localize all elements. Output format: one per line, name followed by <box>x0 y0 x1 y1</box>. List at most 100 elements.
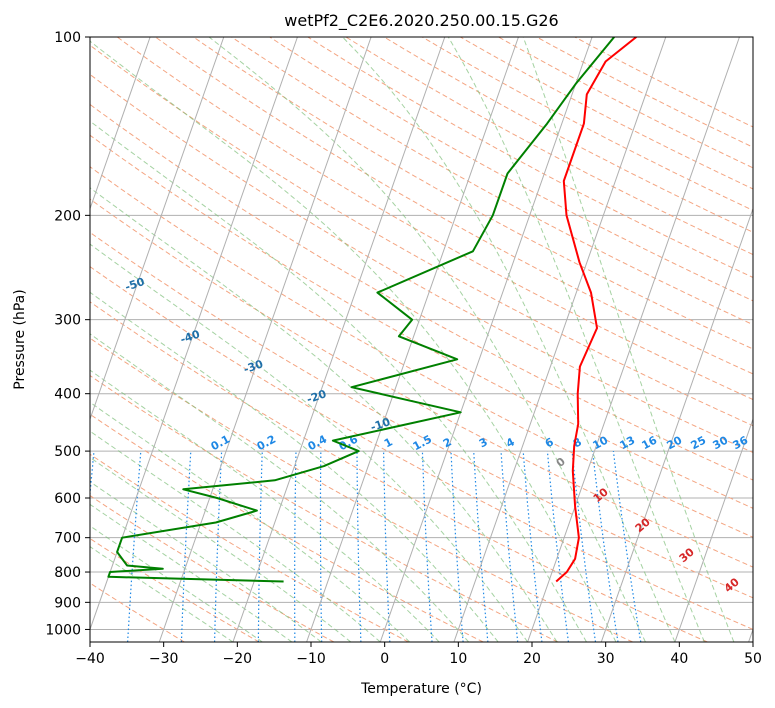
moist-adiabat-line <box>90 369 440 642</box>
dewpoint-profile-line <box>107 37 615 583</box>
dry-adiabat-line <box>90 374 559 642</box>
moist-adiabat-label: 40 <box>722 575 742 595</box>
moist-adiabat-line <box>90 120 587 642</box>
moist-adiabat-line <box>90 291 499 642</box>
mixing-ratio-line <box>612 451 642 642</box>
moist-adiabat-line <box>342 37 676 642</box>
mixing-ratio-label: 16 <box>640 433 660 452</box>
isotherm-line <box>0 37 3 642</box>
moist-adiabat-line <box>90 503 293 642</box>
dry-adiabat-line <box>192 37 753 350</box>
dry-adiabat-line <box>116 37 753 401</box>
mixing-ratio-line <box>356 451 362 642</box>
mixing-ratio-label: 8 <box>571 435 584 450</box>
x-tick-label: −20 <box>223 651 253 667</box>
moist-adiabat-line <box>90 40 617 642</box>
y-axis-label: Pressure (hPa) <box>12 289 28 389</box>
dry-adiabat-line <box>90 198 753 568</box>
isotherm-line <box>600 207 753 642</box>
dry-adiabat-line <box>90 134 753 509</box>
x-tick-label: 20 <box>523 651 541 667</box>
moist-adiabat-line <box>208 37 646 642</box>
isotherm-label: -40 <box>179 327 202 346</box>
isotherm-line <box>527 37 740 642</box>
x-tick-label: −30 <box>149 651 179 667</box>
dry-adiabat-line <box>90 266 753 630</box>
dry-adiabat-line <box>90 453 409 642</box>
moist-adiabat-line <box>90 525 263 642</box>
plot-frame <box>89 36 754 643</box>
moist-adiabat-line <box>90 187 558 642</box>
mixing-ratio-label: 30 <box>711 433 731 452</box>
dry-adiabat-line <box>90 231 753 599</box>
isotherm-label: -50 <box>123 275 146 294</box>
y-tick-label: 800 <box>54 565 81 581</box>
isotherm-label: -20 <box>305 387 328 406</box>
dry-adiabat-line <box>90 413 484 642</box>
isotherm-line <box>379 37 593 642</box>
mixing-ratio-line <box>319 451 323 642</box>
isotherm-line <box>90 37 225 421</box>
x-tick-label: 30 <box>597 651 615 667</box>
dry-adiabat-line <box>90 337 633 642</box>
y-tick-label: 500 <box>54 444 81 460</box>
x-tick-label: 0 <box>380 651 389 667</box>
isotherm-line <box>158 37 372 642</box>
dry-adiabat-line <box>573 37 753 128</box>
dry-adiabat-line <box>459 37 753 190</box>
dry-adiabat-line <box>154 37 753 375</box>
axes: −40 −30 −20 −10 0 10 20 30 40 5010020030040050060… <box>45 30 762 667</box>
mixing-ratio-label: 4 <box>504 435 517 450</box>
dry-adiabat-line <box>230 37 753 326</box>
mixing-ratio-line <box>571 451 597 642</box>
mixing-ratio-line <box>383 451 391 642</box>
x-tick-label: 10 <box>449 651 467 667</box>
dry-adiabat-line <box>90 44 753 427</box>
y-tick-label: 1000 <box>45 622 81 638</box>
dry-adiabat-line <box>90 495 335 642</box>
isotherm-line <box>90 37 151 211</box>
mixing-ratio-line <box>546 451 569 642</box>
isotherm-line <box>232 37 446 642</box>
y-tick-label: 700 <box>54 531 81 547</box>
x-tick-label: 40 <box>670 651 688 667</box>
dry-adiabat-line <box>383 37 753 233</box>
mixing-ratio-label: 1 <box>382 435 395 450</box>
moist-adiabat-line <box>90 546 234 642</box>
mixing-ratio-line <box>473 451 489 642</box>
isotherm-line <box>674 417 753 642</box>
chart-title: wetPf2_C2E6.2020.250.00.15.G26 <box>284 11 558 31</box>
moist-adiabat-label: 10 <box>591 485 611 505</box>
isotherm-line <box>306 37 519 642</box>
isotherm-label: -30 <box>242 357 265 376</box>
mixing-ratio-label: 0.2 <box>255 433 278 454</box>
mixing-ratio-line <box>592 451 619 642</box>
y-tick-label: 600 <box>54 491 81 507</box>
mixing-ratio-line <box>500 451 519 642</box>
dry-adiabat-line <box>268 37 753 302</box>
moist-adiabat-label: 20 <box>633 515 653 535</box>
mixing-ratio-line <box>257 451 263 642</box>
y-tick-label: 100 <box>54 30 81 46</box>
dry-adiabat-line <box>90 537 260 642</box>
mixing-ratio-line <box>450 451 464 642</box>
mixing-ratio-label: 6 <box>543 435 556 450</box>
dry-adiabat-line <box>90 73 753 454</box>
isotherm-label: -70 <box>12 171 35 190</box>
mixing-ratio-label: 0.1 <box>209 433 232 454</box>
moist-adiabat-label: 0 <box>554 455 568 470</box>
mixing-ratio-label: 13 <box>618 434 638 453</box>
dry-adiabat-line <box>90 103 753 481</box>
mixing-ratio-label: 20 <box>665 433 685 452</box>
mixing-ratio-line <box>522 451 543 642</box>
dry-adiabat-line <box>90 166 753 538</box>
moist-adiabat-line <box>447 37 705 642</box>
y-tick-label: 200 <box>54 208 81 224</box>
background-lines <box>0 37 753 642</box>
x-tick-label: 50 <box>744 651 762 667</box>
x-tick-label: −40 <box>75 651 105 667</box>
mixing-ratio-label: 36 <box>731 433 751 452</box>
profile-lines <box>107 37 637 583</box>
moist-adiabat-line <box>90 430 381 642</box>
x-tick-label: −10 <box>296 651 326 667</box>
